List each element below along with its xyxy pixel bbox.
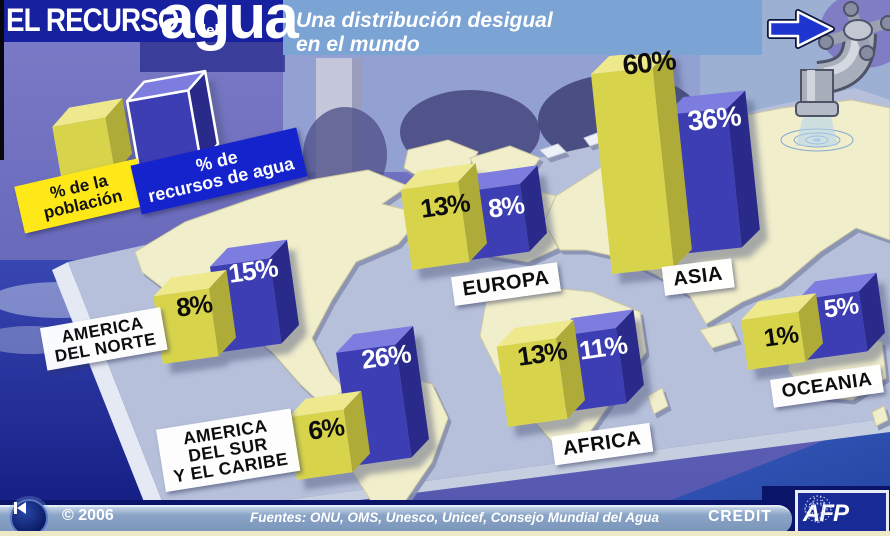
- afp-globe-icon: [804, 495, 832, 523]
- page-title: EL RECURSO: [6, 3, 179, 39]
- population-bar: [400, 162, 488, 270]
- bars-layer: [48, 49, 885, 480]
- water-value-label: 11%: [577, 329, 629, 366]
- water-value-label: 8%: [486, 189, 526, 224]
- subtitle-panel: [283, 0, 762, 55]
- population-value-label: 8%: [174, 288, 214, 323]
- population-bar: [590, 49, 692, 274]
- copyright-text: © 2006: [62, 507, 114, 524]
- population-bar: [288, 390, 371, 480]
- credit-button[interactable]: CREDIT: [708, 508, 772, 525]
- header-bar: [0, 0, 283, 42]
- population-bar: [740, 293, 824, 370]
- page-subtitle: Una distribución desigual en el mundo: [296, 9, 553, 56]
- faucet-handle: [818, 1, 890, 61]
- population-value-label: 1%: [762, 320, 800, 353]
- afp-logo: AFP: [795, 490, 889, 536]
- faucet-icon: [795, 1, 890, 146]
- water-value-label: 36%: [685, 100, 742, 137]
- page-title-agua: agua: [160, 0, 299, 52]
- population-bar: [153, 269, 237, 364]
- rewind-icon: [14, 502, 26, 514]
- sources-text: Fuentes: ONU, OMS, Unesco, Unicef, Conse…: [250, 510, 660, 525]
- next-arrow-icon[interactable]: [767, 9, 835, 49]
- water-value-label: 5%: [822, 291, 860, 324]
- population-value-label: 60%: [620, 44, 677, 81]
- legend-population-cube: [52, 98, 133, 182]
- rewind-button[interactable]: [10, 499, 48, 536]
- footer-bar: [0, 505, 792, 534]
- population-bar: [496, 319, 585, 427]
- population-value-label: 6%: [306, 411, 346, 446]
- continent-madagascar: [647, 387, 669, 415]
- bottom-edge-strip: [0, 531, 890, 536]
- page-title-del: del: [197, 22, 219, 39]
- continent-new-zealand: [871, 405, 889, 427]
- left-edge-strip: [0, 0, 4, 160]
